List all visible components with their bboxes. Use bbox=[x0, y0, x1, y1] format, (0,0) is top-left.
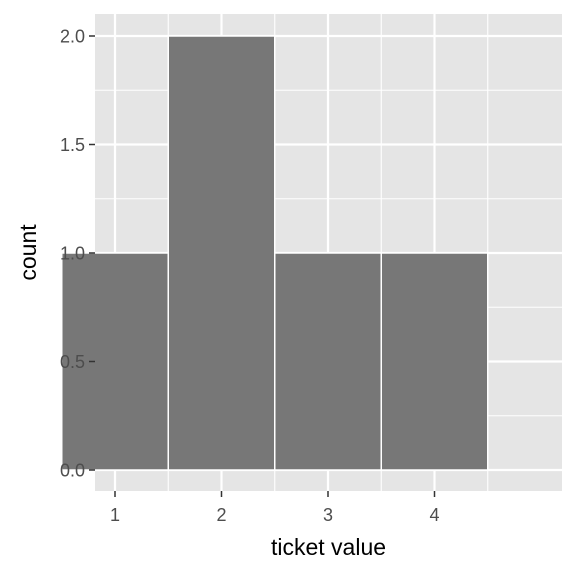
x-axis: 1 2 3 4 bbox=[110, 491, 440, 525]
y-tick-label: 0.5 bbox=[60, 352, 85, 372]
y-axis: 0.0 0.5 1.0 1.5 2.0 bbox=[60, 27, 95, 481]
x-tick-label: 4 bbox=[429, 505, 439, 525]
x-tick-label: 3 bbox=[323, 505, 333, 525]
bars bbox=[61, 35, 489, 471]
bar-3 bbox=[274, 252, 382, 471]
bar-2 bbox=[167, 35, 276, 471]
y-axis-title: count bbox=[15, 224, 41, 281]
x-tick-label: 2 bbox=[216, 505, 226, 525]
y-tick-label: 2.0 bbox=[60, 27, 85, 47]
y-tick-label: 0.0 bbox=[60, 461, 85, 481]
bar-4 bbox=[380, 252, 489, 471]
x-tick-label: 1 bbox=[110, 505, 120, 525]
y-tick-label: 1.0 bbox=[60, 244, 85, 264]
y-tick-label: 1.5 bbox=[60, 135, 85, 155]
x-axis-title: ticket value bbox=[271, 534, 386, 560]
